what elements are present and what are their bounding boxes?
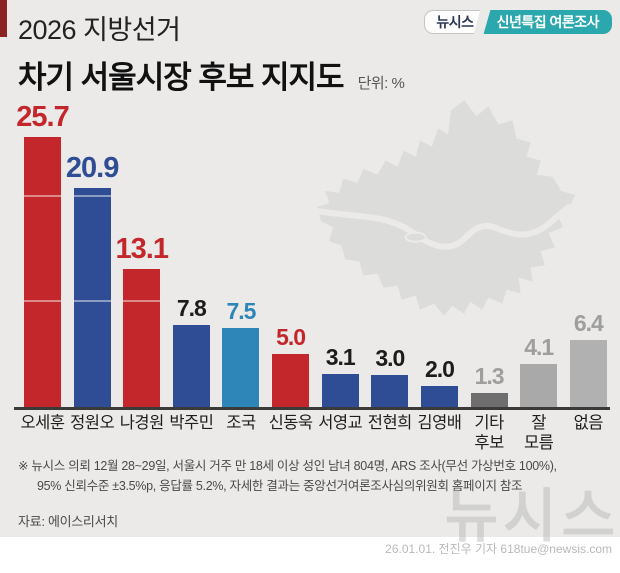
bar-value-label: 20.9	[65, 152, 119, 184]
bar-value-label: 4.1	[524, 334, 554, 360]
bar	[222, 328, 260, 407]
bar-value-label: 6.4	[573, 310, 604, 336]
bar	[520, 364, 558, 407]
bar-category-label: 김영배	[417, 414, 462, 432]
corner-accent	[0, 0, 7, 37]
x-axis-line	[14, 407, 610, 410]
seoul-map-silhouette	[315, 100, 575, 316]
unit-label: 단위: %	[357, 75, 405, 92]
gridline-on-bar	[123, 300, 161, 302]
source-label: 자료: 에이스리서치	[18, 514, 118, 529]
bar-value-label: 13.1	[115, 233, 169, 265]
bar-value-label: 1.3	[474, 363, 505, 389]
newsis-watermark: 뉴시스	[444, 484, 620, 549]
bar	[272, 354, 310, 407]
badge-brand: 뉴시스	[424, 10, 482, 34]
bar-category-label: 박주민	[169, 414, 214, 432]
header: 2026 지방선거 차기 서울시장 후보 지지도 단위: %	[18, 8, 405, 97]
bar	[73, 188, 111, 407]
gridline-on-bar	[73, 195, 111, 197]
bar-category-label: 신동욱	[268, 414, 314, 432]
byline-credit: 26.01.01. 전진우 기자 618tue@newsis.com	[385, 542, 612, 556]
bottom-strip	[0, 537, 620, 573]
bar-category-label: 나경원	[119, 414, 165, 432]
bar-value-label: 3.0	[375, 345, 405, 371]
bar-category-label: 전현희	[367, 414, 413, 432]
bar-category-label: 조국	[226, 414, 256, 432]
gridline-on-bar	[24, 195, 61, 197]
bar	[172, 325, 210, 407]
survey-footnote: ※ 뉴시스 의뢰 12월 28~29일, 서울시 거주 만 18세 이상 성인 …	[18, 459, 557, 494]
bar-value-label: 7.5	[226, 298, 256, 324]
bar	[24, 137, 61, 407]
bar	[470, 393, 508, 407]
bar-category-label: 기타 후보	[474, 414, 504, 453]
bar-value-label: 2.0	[424, 356, 455, 382]
bar-category-label: 오세훈	[20, 414, 65, 432]
badge-label: 신년특집 여론조사	[481, 10, 612, 34]
title-line1: 2026 지방선거	[18, 15, 181, 45]
bar	[569, 340, 607, 407]
bar-category-label: 잘 모름	[524, 414, 554, 453]
bar	[321, 374, 359, 407]
bar-category-label: 서영교	[318, 414, 363, 432]
gridline-on-bar	[73, 300, 111, 302]
gridline-on-bar	[24, 300, 61, 302]
bar	[123, 269, 161, 407]
bar-value-label: 5.0	[276, 324, 306, 350]
bar	[420, 386, 458, 407]
bar-value-label: 25.7	[16, 101, 69, 133]
news-badge: 뉴시스 신년특집 여론조사	[424, 10, 612, 34]
bar	[371, 375, 409, 407]
yeouido-island	[404, 231, 427, 243]
bar-category-label: 없음	[573, 414, 604, 432]
han-river	[315, 203, 572, 250]
bar-value-label: 3.1	[325, 344, 356, 370]
page-title: 차기 서울시장 후보 지지도	[18, 60, 345, 95]
bar-category-label: 정원오	[70, 414, 115, 432]
bar-value-label: 7.8	[176, 295, 207, 321]
